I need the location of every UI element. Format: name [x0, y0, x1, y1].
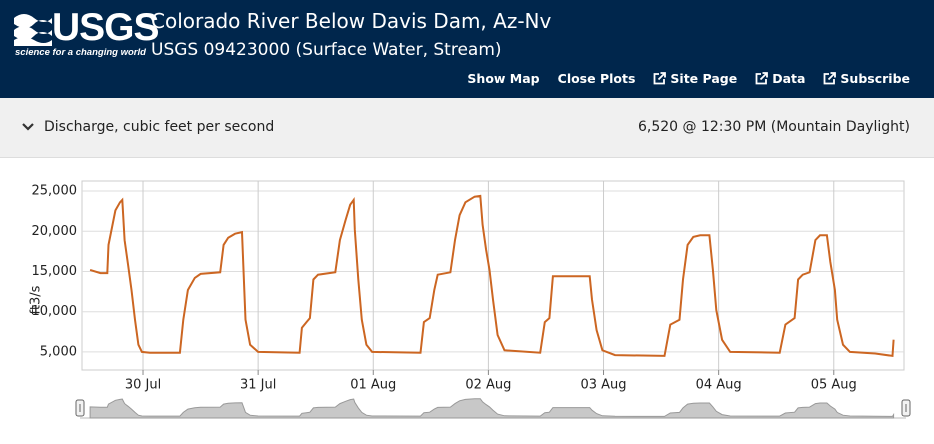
- nav-link[interactable]: Site Page: [653, 71, 737, 86]
- site-subtitle: USGS 09423000 (Surface Water, Stream): [151, 40, 502, 60]
- x-tick-label: 30 Jul: [125, 378, 161, 393]
- external-icon: [654, 72, 667, 85]
- y-tick-label: 15,000: [32, 264, 78, 279]
- nav-link[interactable]: Show Map: [467, 71, 540, 86]
- external-icon: [824, 72, 837, 85]
- nav-link[interactable]: Close Plots: [557, 71, 636, 86]
- y-tick-label: 5,000: [40, 344, 77, 359]
- logo-icon: [14, 14, 52, 46]
- nav-text: Data: [772, 71, 806, 86]
- series-line: [89, 194, 895, 358]
- parameter-label: Discharge, cubic feet per second: [44, 119, 275, 135]
- navigator-area: [89, 398, 895, 419]
- nav: Show Map Close Plots Site Page Data Subs…: [467, 71, 910, 86]
- latest-value: 6,520 @ 12:30 PM (Mountain Daylight): [637, 119, 910, 135]
- y-axis-label: ft3/s: [29, 285, 44, 314]
- nav-link[interactable]: Data: [755, 71, 805, 86]
- site-title: Colorado River Below Davis Dam, Az-Nv: [151, 9, 552, 33]
- tagline: science for a changing world: [15, 47, 146, 58]
- panel-header[interactable]: Discharge, cubic feet per second 6,520 @…: [0, 98, 934, 158]
- x-tick-label: 03 Aug: [580, 378, 626, 393]
- nav-text: Subscribe: [840, 71, 910, 86]
- chart: 5,000 10,000 15,000 20,000 25,000 30 Jul 31 Ju…: [29, 180, 911, 419]
- nav-text: Site Page: [670, 71, 738, 86]
- y-tick-label: 25,000: [32, 184, 78, 199]
- x-tick-label: 31 Jul: [240, 378, 276, 393]
- external-icon: [755, 72, 769, 85]
- header: USGS science for a changing world Colora…: [0, 0, 934, 98]
- chevron: [22, 123, 34, 131]
- nav-link[interactable]: Subscribe: [823, 71, 910, 86]
- x-tick-label: 05 Aug: [811, 378, 857, 393]
- y-tick-label: 20,000: [32, 224, 78, 239]
- x-tick-label: 04 Aug: [696, 378, 742, 393]
- x-tick-label: 02 Aug: [465, 378, 511, 393]
- x-tick-label: 01 Aug: [350, 378, 396, 393]
- logo[interactable]: USGS: [52, 6, 160, 49]
- y-tick-label: 10,000: [32, 304, 78, 319]
- plot-area: [81, 180, 905, 371]
